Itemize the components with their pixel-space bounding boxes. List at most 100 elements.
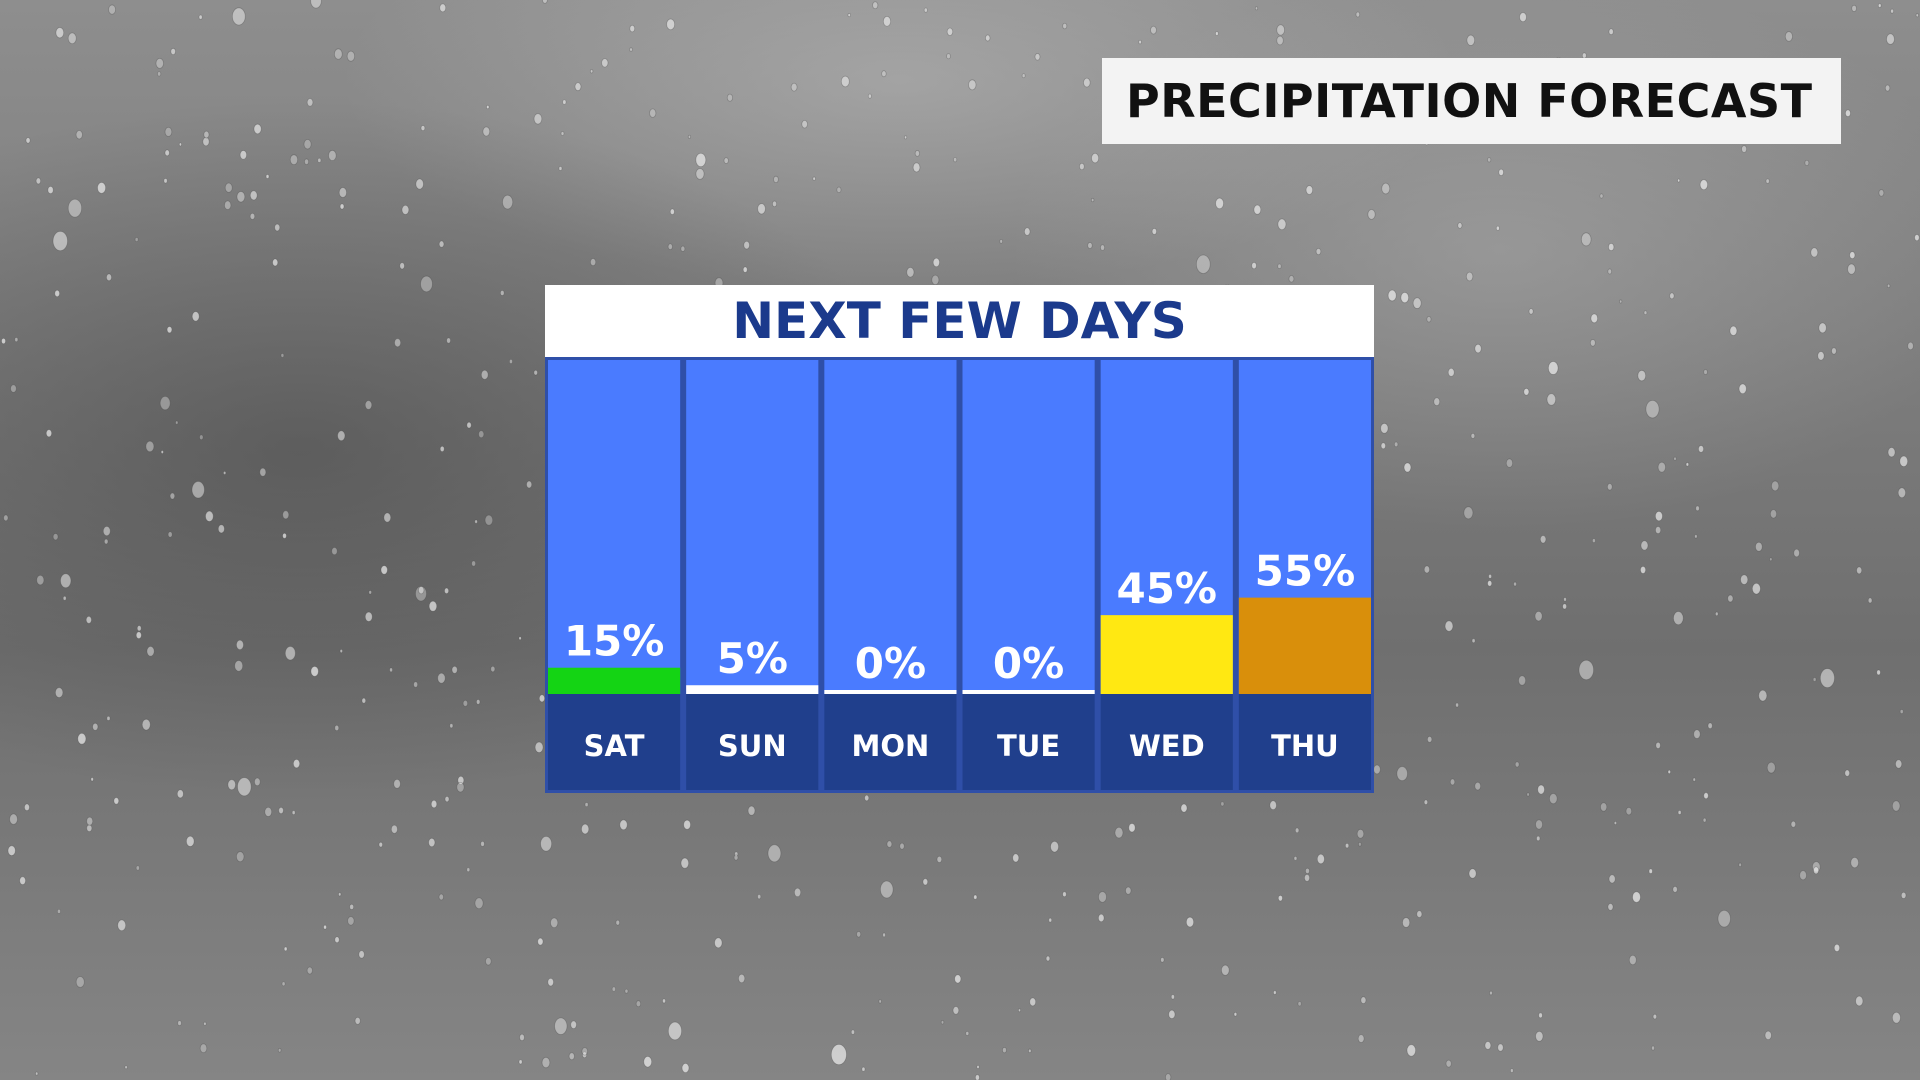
raindrop — [1100, 244, 1106, 251]
raindrop — [1185, 916, 1195, 928]
raindrop — [354, 1016, 361, 1025]
raindrop — [428, 600, 438, 612]
day-band-wed — [1100, 694, 1233, 790]
raindrop — [547, 977, 554, 987]
raindrop — [952, 1006, 960, 1015]
raindrop — [1017, 1008, 1022, 1013]
raindrop — [1819, 668, 1835, 688]
raindrop — [420, 275, 433, 293]
raindrop — [1886, 33, 1895, 45]
raindrop — [227, 779, 236, 791]
raindrop — [223, 470, 227, 475]
raindrop — [1655, 526, 1662, 535]
raindrop — [624, 988, 629, 994]
raindrop — [254, 777, 261, 787]
raindrop — [1269, 800, 1277, 811]
raindrop — [1769, 509, 1778, 519]
raindrop — [1079, 162, 1085, 171]
raindrop — [235, 851, 245, 863]
raindrop — [1002, 1047, 1007, 1054]
raindrop — [55, 27, 65, 39]
raindrop — [1655, 741, 1661, 749]
raindrop — [681, 1062, 690, 1074]
bar-chart: 15% SAT 5% SUN 0% MON 0% TUE 45% WED 55% THU — [545, 357, 1374, 793]
raindrop — [1600, 802, 1608, 812]
raindrop — [1465, 271, 1474, 282]
raindrop — [164, 126, 173, 137]
bar-thu — [1238, 597, 1371, 694]
raindrop — [1619, 299, 1623, 304]
raindrop — [338, 892, 342, 897]
raindrop — [108, 4, 116, 15]
raindrop — [878, 999, 882, 1004]
raindrop — [1694, 534, 1698, 539]
raindrop — [1833, 943, 1841, 952]
raindrop — [124, 1065, 128, 1070]
raindrop — [560, 131, 565, 136]
raindrop — [67, 32, 77, 45]
raindrop — [1914, 234, 1920, 242]
raindrop — [1804, 159, 1810, 167]
raindrop — [1900, 891, 1907, 899]
raindrop — [1097, 913, 1105, 923]
raindrop — [234, 660, 244, 672]
raindrop — [1150, 25, 1157, 35]
raindrop — [1029, 997, 1037, 1007]
raindrop — [401, 204, 410, 215]
raindrop — [1513, 581, 1517, 587]
raindrop — [1305, 185, 1314, 195]
raindrop — [1654, 510, 1663, 522]
raindrop — [1495, 225, 1500, 231]
raindrop — [1589, 339, 1596, 347]
raindrop — [533, 113, 543, 125]
raindrop — [60, 573, 72, 589]
raindrop — [1813, 866, 1820, 875]
raindrop — [1844, 769, 1851, 777]
raindrop — [872, 1, 879, 10]
raindrop — [1534, 611, 1543, 622]
raindrop — [1886, 283, 1891, 288]
raindrop — [687, 134, 692, 139]
raindrop — [1195, 254, 1211, 274]
raindrop — [1426, 316, 1432, 323]
raindrop — [723, 157, 729, 164]
chart-title: NEXT FEW DAYS — [732, 292, 1187, 350]
raindrop — [249, 190, 258, 201]
raindrop — [1220, 801, 1225, 807]
raindrop — [478, 430, 485, 439]
raindrop — [278, 806, 284, 815]
raindrop — [378, 841, 383, 848]
raindrop — [383, 512, 392, 523]
raindrop — [160, 450, 164, 454]
raindrop — [14, 337, 19, 343]
bar-wed — [1100, 615, 1233, 694]
raindrop — [1637, 369, 1647, 382]
raindrop — [97, 181, 107, 194]
raindrop — [1849, 251, 1856, 260]
raindrop — [364, 611, 373, 622]
raindrop — [1703, 792, 1709, 800]
raindrop — [92, 722, 99, 731]
raindrop — [542, 0, 548, 4]
raindrop — [389, 667, 393, 673]
raindrop — [56, 908, 61, 914]
raindrop — [1294, 827, 1300, 834]
raindrop — [667, 243, 673, 250]
raindrop — [77, 732, 87, 745]
raindrop — [1738, 862, 1742, 867]
raindrop — [629, 47, 633, 52]
raindrop — [742, 266, 748, 273]
raindrop — [1151, 228, 1158, 235]
raindrop — [1643, 310, 1648, 316]
chart-frame — [545, 357, 1374, 793]
raindrop — [155, 57, 164, 69]
raindrop — [170, 47, 176, 56]
raindrop — [743, 240, 750, 250]
raindrop — [456, 781, 465, 793]
raindrop — [1608, 242, 1615, 252]
raindrop — [1758, 689, 1768, 702]
raindrop — [1528, 308, 1534, 315]
raindrop — [1755, 541, 1763, 552]
raindrop — [886, 840, 893, 848]
raindrop — [1254, 6, 1259, 11]
